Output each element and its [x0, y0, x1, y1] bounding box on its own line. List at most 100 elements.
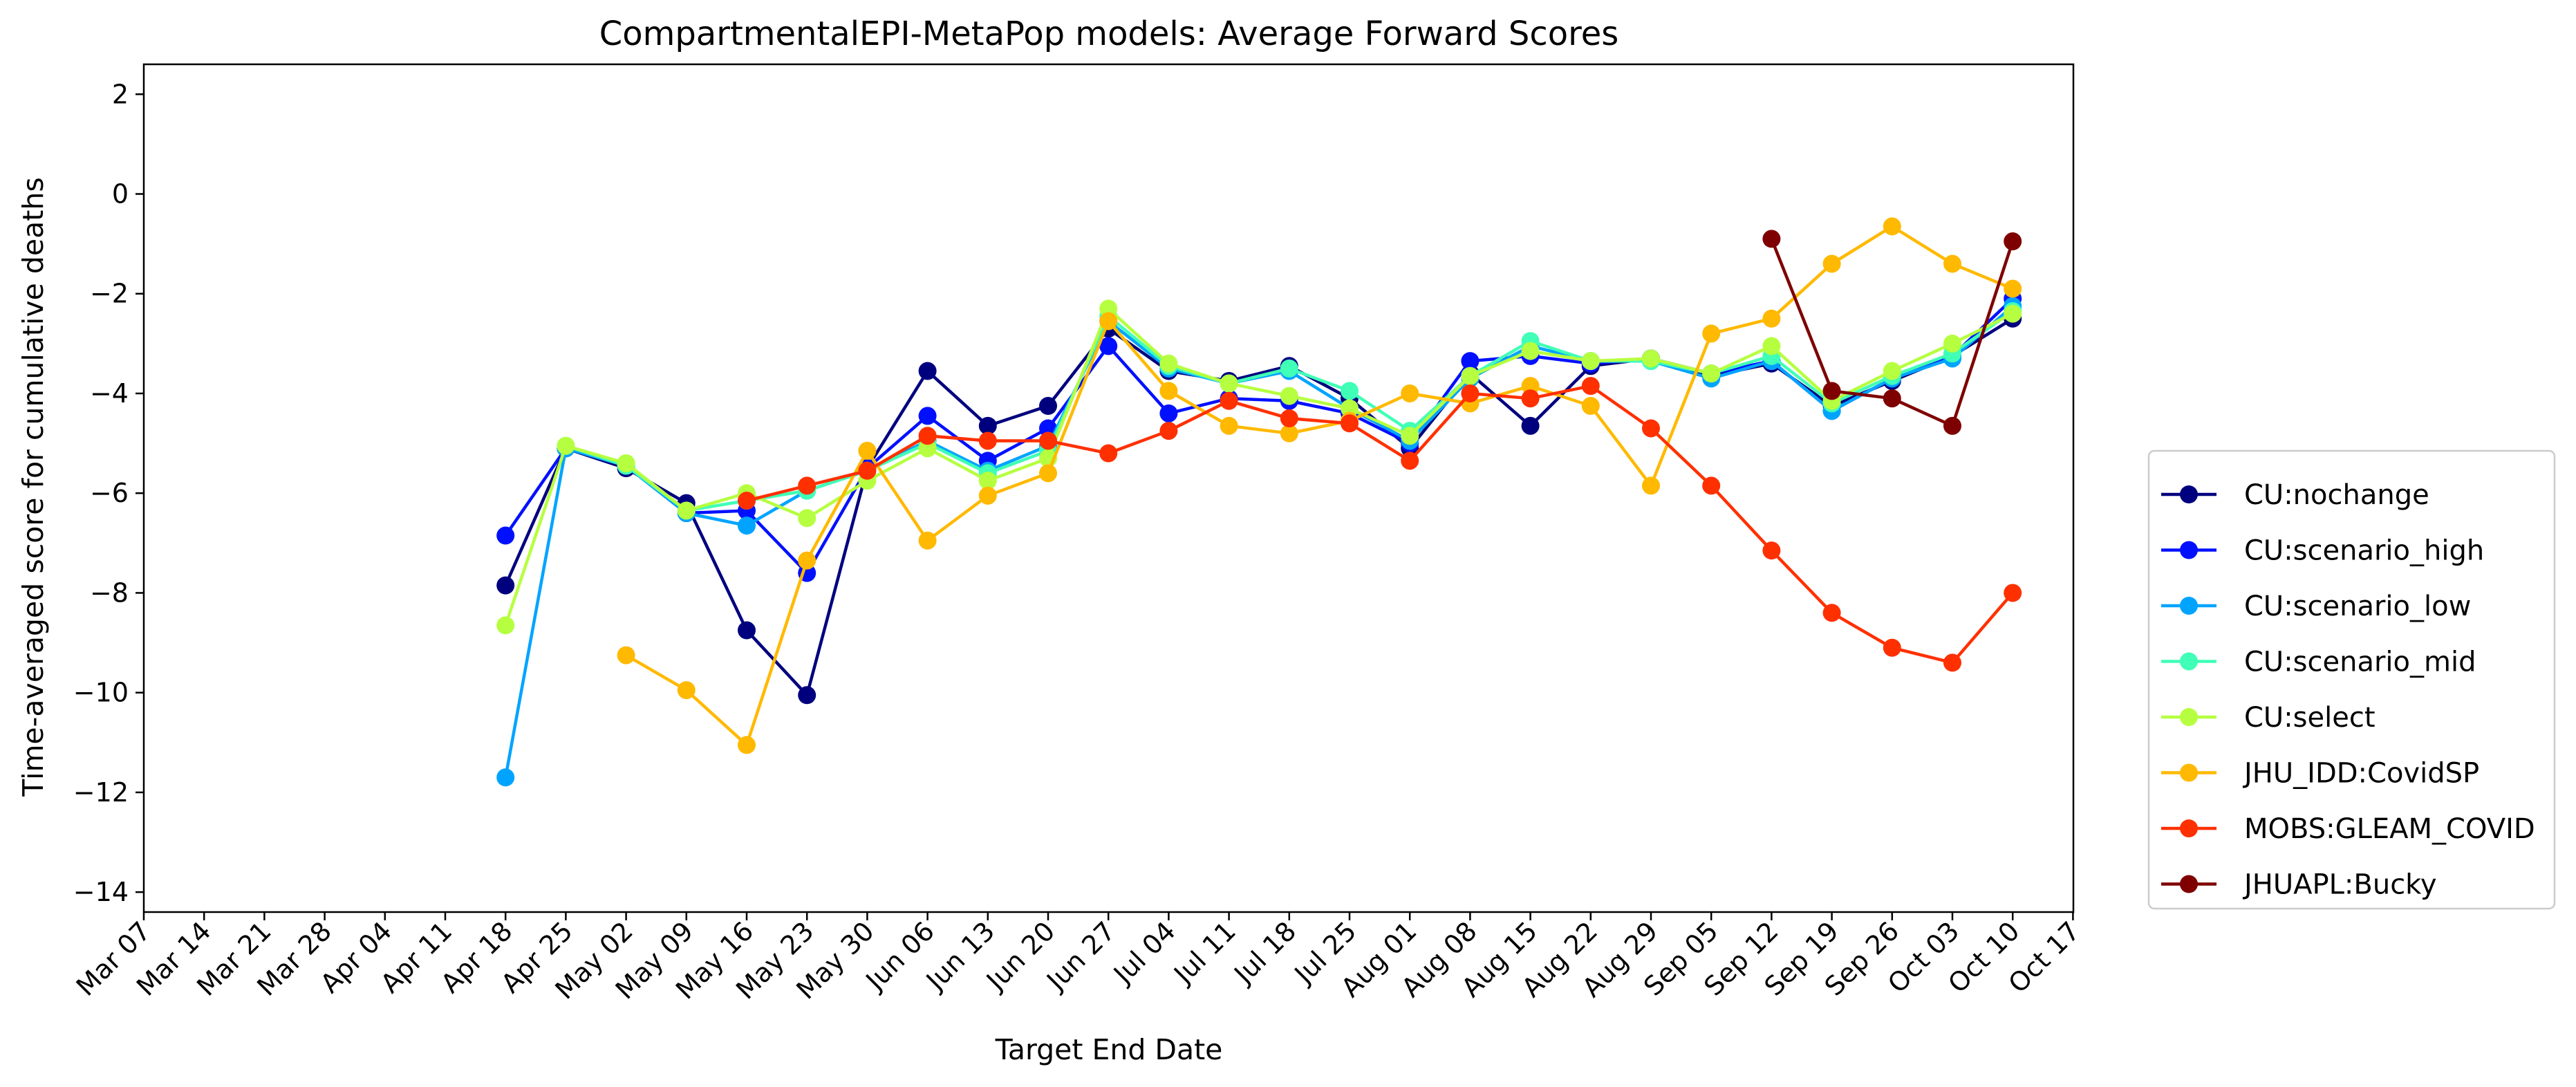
x-tick-label: Jun 13: [920, 916, 1000, 996]
legend-label: CU:scenario_mid: [2244, 647, 2476, 678]
data-point: [918, 439, 937, 458]
data-point: [1220, 391, 1238, 410]
series-cu-nochange: [496, 309, 2022, 705]
y-axis-label: Time-averaged score for cumulative death…: [17, 177, 50, 797]
y-tick-label: −12: [73, 777, 129, 808]
data-point: [1159, 422, 1178, 440]
data-point: [1159, 404, 1178, 422]
data-point: [2004, 232, 2022, 251]
data-point: [1341, 399, 1359, 418]
chart-title: CompartmentalEPI-MetaPop models: Average…: [599, 15, 1619, 53]
x-tick-label: Jul 18: [1227, 916, 1302, 990]
data-point: [978, 472, 997, 490]
data-point: [617, 646, 635, 665]
series-cu-scenario-high: [496, 289, 2022, 582]
y-tick-label: −8: [90, 577, 129, 608]
legend-marker: [2180, 541, 2198, 559]
data-point: [1943, 653, 1961, 672]
data-point: [1642, 349, 1660, 368]
data-point: [1762, 230, 1781, 248]
legend-label: JHUAPL:Bucky: [2242, 869, 2437, 901]
data-point: [978, 416, 997, 435]
data-point: [1280, 409, 1298, 428]
data-point: [1581, 377, 1600, 396]
data-point: [1581, 352, 1600, 371]
legend-item: MOBS:GLEAM_COVID: [2161, 813, 2535, 845]
legend: CU:nochange CU:scenario_high CU:scenario_l…: [2147, 449, 2556, 910]
data-point: [858, 461, 877, 480]
data-point: [1581, 397, 1600, 416]
series-cu-select: [496, 299, 2022, 635]
y-ticks: 2 0 −2 −4 −6 −8 −10 −12 −14: [73, 79, 144, 907]
legend-item: CU:scenario_low: [2161, 591, 2471, 622]
series-cu-scenario-low: [496, 297, 2022, 787]
x-tick-label: Jun 27: [1040, 916, 1121, 996]
legend-item: JHU_IDD:CovidSP: [2161, 758, 2479, 790]
data-point: [2004, 279, 2022, 298]
x-tick-label: Jun 06: [859, 916, 940, 996]
series-jhu-idd-covidsp: [617, 217, 2022, 754]
data-point: [1702, 364, 1721, 383]
series-layer: [496, 217, 2022, 787]
data-point: [1943, 254, 1961, 273]
data-point: [918, 362, 937, 380]
series-line: [625, 225, 2014, 747]
data-point: [1401, 427, 1419, 445]
data-point: [918, 427, 937, 445]
data-point: [1159, 382, 1178, 400]
legend-marker: [2180, 875, 2198, 893]
data-point: [1521, 389, 1540, 408]
data-point: [978, 486, 997, 505]
data-point: [798, 686, 816, 705]
data-point: [1702, 476, 1721, 495]
data-point: [1039, 397, 1057, 416]
series-line: [504, 307, 2014, 626]
legend-marker: [2180, 485, 2198, 503]
data-point: [1461, 384, 1480, 402]
data-point: [1401, 384, 1419, 402]
legend-marker: [2180, 708, 2198, 726]
data-point: [1883, 389, 1901, 408]
data-point: [1521, 416, 1540, 435]
legend-label: MOBS:GLEAM_COVID: [2244, 813, 2535, 845]
legend-item: JHUAPL:Bucky: [2161, 869, 2437, 901]
data-point: [1039, 419, 1057, 438]
y-tick-label: −6: [90, 478, 129, 508]
legend-label: CU:scenario_high: [2244, 535, 2484, 567]
legend-label: CU:nochange: [2244, 479, 2429, 511]
data-point: [496, 576, 515, 595]
plot-frame: [142, 63, 2075, 913]
data-point: [1883, 217, 1901, 236]
series-line: [504, 297, 2014, 575]
data-point: [1822, 604, 1841, 622]
series-mobs-gleam-covid: [738, 377, 2022, 672]
data-point: [557, 436, 575, 455]
legend-label: CU:scenario_low: [2244, 591, 2471, 622]
data-point: [1521, 377, 1540, 396]
data-point: [1762, 309, 1781, 328]
data-point: [978, 431, 997, 450]
data-point: [617, 454, 635, 472]
data-point: [798, 476, 816, 495]
data-point: [1401, 452, 1419, 470]
data-point: [1702, 324, 1721, 343]
data-point: [2004, 304, 2022, 323]
data-point: [1159, 354, 1178, 373]
data-point: [1762, 541, 1781, 560]
data-point: [1099, 312, 1118, 331]
data-point: [738, 517, 756, 535]
data-point: [918, 531, 937, 550]
data-point: [1341, 382, 1359, 400]
data-point: [496, 526, 515, 545]
y-tick-label: −2: [90, 279, 129, 309]
data-point: [1642, 476, 1660, 495]
legend-label: CU:select: [2244, 702, 2376, 734]
data-point: [1762, 337, 1781, 355]
y-tick-label: −4: [90, 378, 129, 409]
data-point: [1943, 334, 1961, 353]
data-point: [1099, 337, 1118, 355]
data-point: [798, 509, 816, 528]
data-point: [798, 551, 816, 570]
data-point: [1461, 352, 1480, 371]
